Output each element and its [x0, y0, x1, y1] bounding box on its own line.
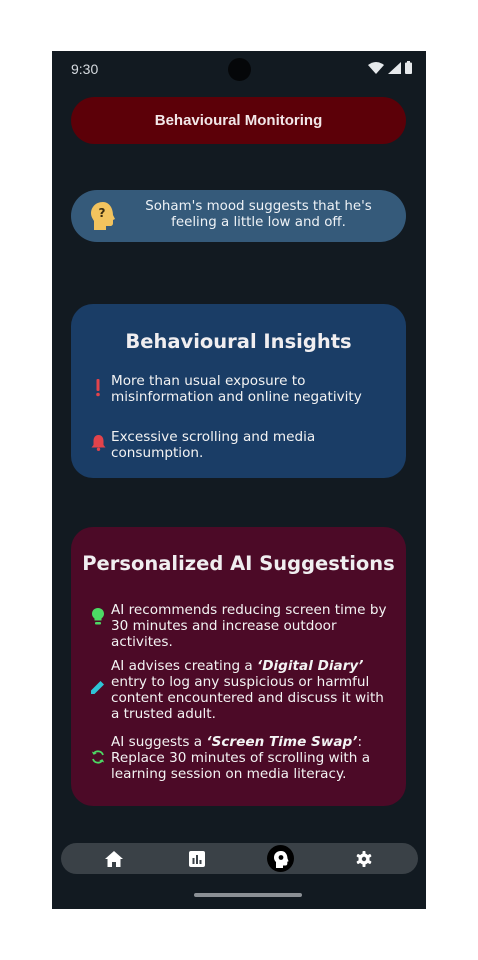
phone-screen: 9:30 Behavioural Monitoring ? Soham's mo…: [52, 51, 426, 909]
insights-card: Behavioural Insights More than usual exp…: [71, 304, 406, 478]
suggestions-title: Personalized AI Suggestions: [82, 552, 395, 575]
bottom-nav: [61, 843, 418, 874]
page-title: Behavioural Monitoring: [71, 97, 406, 144]
wifi-icon: [368, 61, 384, 77]
pencil-icon: [85, 658, 111, 722]
svg-text:?: ?: [99, 206, 106, 220]
suggestion-text-emphasis: ‘Screen Time Swap’: [206, 734, 358, 750]
lightbulb-icon: [85, 602, 111, 650]
home-icon[interactable]: [103, 848, 125, 870]
bell-icon: [85, 429, 111, 461]
suggestion-text: AI suggests a ‘Screen Time Swap’: Replac…: [111, 734, 396, 782]
insight-text: More than usual exposure to misinformati…: [111, 373, 362, 405]
suggestion-text-post: entry to log any suspicious or harmful c…: [111, 674, 384, 722]
brain-icon[interactable]: [270, 848, 292, 870]
suggestion-text-pre: AI suggests a: [111, 734, 207, 750]
insight-item: More than usual exposure to misinformati…: [85, 373, 396, 405]
insight-item: Excessive scrolling and media consumptio…: [85, 429, 396, 461]
suggestions-card: Personalized AI Suggestions AI recommend…: [71, 527, 406, 806]
suggestion-text: AI advises creating a ‘Digital Diary’ en…: [111, 658, 396, 722]
front-camera: [228, 58, 251, 81]
gear-icon[interactable]: [353, 848, 375, 870]
suggestion-item: AI advises creating a ‘Digital Diary’ en…: [85, 658, 396, 722]
suggestion-text-pre: AI advises creating a: [111, 658, 258, 674]
suggestion-text-post: : Replace 30 minutes of scrolling with a…: [111, 734, 371, 782]
suggestion-text-emphasis: ‘Digital Diary’: [257, 658, 364, 674]
gesture-bar[interactable]: [194, 893, 302, 897]
suggestion-text-plain: AI recommends reducing screen time by 30…: [111, 602, 387, 650]
suggestion-item: AI recommends reducing screen time by 30…: [85, 602, 396, 650]
mood-text: Soham's mood suggests that he's feeling …: [145, 199, 372, 230]
page-title-text: Behavioural Monitoring: [154, 112, 323, 129]
insight-text: Excessive scrolling and media consumptio…: [111, 429, 316, 461]
battery-icon: [405, 61, 412, 77]
status-bar: 9:30: [52, 51, 426, 87]
head-question-icon: ?: [87, 200, 119, 232]
exclamation-icon: [85, 373, 111, 405]
chart-icon[interactable]: [186, 848, 208, 870]
signal-icon: [388, 61, 401, 77]
insights-title: Behavioural Insights: [125, 330, 352, 353]
status-icons: [368, 61, 412, 77]
suggestion-item: AI suggests a ‘Screen Time Swap’: Replac…: [85, 734, 396, 782]
sync-icon: [85, 734, 111, 782]
status-time: 9:30: [71, 61, 99, 77]
suggestion-text: AI recommends reducing screen time by 30…: [111, 602, 396, 650]
mood-banner: ? Soham's mood suggests that he's feelin…: [71, 190, 406, 242]
